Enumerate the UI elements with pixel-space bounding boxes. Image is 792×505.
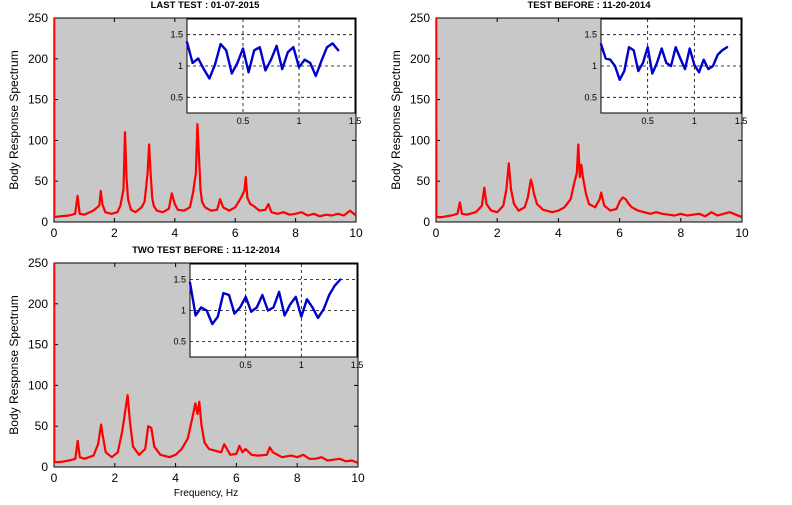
x-tick-label: 8 bbox=[677, 226, 684, 240]
y-tick-label: 0 bbox=[41, 215, 48, 229]
x-tick-label: 8 bbox=[294, 471, 301, 485]
inset-y-tick-label: 1.5 bbox=[170, 30, 183, 40]
inset-x-tick-label: 0.5 bbox=[237, 116, 250, 126]
x-tick-label: 2 bbox=[111, 226, 118, 240]
chart-panel-1: LAST TEST : 01-07-2015 Body Response Spec… bbox=[7, 0, 363, 240]
y-tick-label: 50 bbox=[35, 419, 49, 433]
inset-y-tick-label: 1 bbox=[592, 61, 597, 71]
inset-line bbox=[188, 278, 342, 326]
x-tick-label: 6 bbox=[616, 226, 623, 240]
x-tick-label: 6 bbox=[233, 471, 240, 485]
inset-y-tick-label: 0.5 bbox=[170, 92, 183, 102]
y-tick-label: 100 bbox=[28, 378, 48, 392]
inset-line bbox=[185, 41, 340, 80]
inset-x-tick-label: 0.5 bbox=[641, 116, 654, 126]
y-tick-label: 0 bbox=[423, 215, 430, 229]
inset-x-tick-label: 1 bbox=[299, 360, 304, 370]
x-tick-label: 10 bbox=[351, 471, 365, 485]
inset-y-tick-label: 1.5 bbox=[584, 30, 597, 40]
spectrum-line bbox=[54, 263, 358, 464]
y-axis-label: Body Response Spectrum bbox=[389, 50, 403, 189]
inset-chart: 0.5 1 1.5 0.5 1 1.5 bbox=[170, 18, 362, 126]
inset-line bbox=[599, 42, 729, 82]
x-tick-label: 0 bbox=[51, 226, 58, 240]
y-tick-label: 50 bbox=[417, 174, 431, 188]
y-tick-label: 200 bbox=[410, 52, 430, 66]
inset-y-tick-label: 1.5 bbox=[173, 275, 186, 285]
y-axis-label: Body Response Spectrum bbox=[7, 50, 21, 189]
x-tick-label: 10 bbox=[735, 226, 749, 240]
x-tick-label: 4 bbox=[172, 471, 179, 485]
y-tick-label: 50 bbox=[35, 174, 49, 188]
chart-title: TEST BEFORE : 11-20-2014 bbox=[527, 0, 651, 11]
inset-x-tick-label: 1.5 bbox=[735, 116, 748, 126]
inset-y-tick-label: 0.5 bbox=[173, 337, 186, 347]
inset-y-tick-label: 1 bbox=[178, 61, 183, 71]
inset-y-tick-label: 1 bbox=[181, 306, 186, 316]
x-tick-label: 4 bbox=[555, 226, 562, 240]
x-tick-label: 4 bbox=[171, 226, 178, 240]
y-tick-label: 200 bbox=[28, 297, 48, 311]
inset-x-tick-label: 1 bbox=[692, 116, 697, 126]
y-tick-label: 250 bbox=[28, 256, 48, 270]
inset-chart: 0.5 1 1.5 0.5 1 1.5 bbox=[173, 263, 364, 370]
y-tick-label: 250 bbox=[28, 11, 48, 25]
spectrum-line bbox=[436, 18, 742, 219]
chart-title: TWO TEST BEFORE : 11-12-2014 bbox=[132, 245, 281, 256]
x-tick-label: 2 bbox=[494, 226, 501, 240]
y-tick-label: 200 bbox=[28, 52, 48, 66]
spectrum-line bbox=[54, 18, 356, 219]
y-tick-label: 150 bbox=[28, 338, 48, 352]
x-tick-label: 2 bbox=[111, 471, 118, 485]
y-tick-label: 150 bbox=[28, 93, 48, 107]
inset-chart: 0.5 1 1.5 0.5 1 1.5 bbox=[584, 18, 748, 126]
x-tick-label: 6 bbox=[232, 226, 239, 240]
x-tick-label: 0 bbox=[51, 471, 58, 485]
x-tick-label: 10 bbox=[349, 226, 363, 240]
y-tick-label: 150 bbox=[410, 93, 430, 107]
x-tick-label: 0 bbox=[433, 226, 440, 240]
y-tick-label: 100 bbox=[410, 133, 430, 147]
x-tick-label: 8 bbox=[292, 226, 299, 240]
inset-x-tick-label: 1 bbox=[296, 116, 301, 126]
chart-panel-3: TWO TEST BEFORE : 11-12-2014 Body Respons… bbox=[7, 245, 365, 499]
inset-x-tick-label: 1.5 bbox=[349, 116, 362, 126]
y-tick-label: 250 bbox=[410, 11, 430, 25]
y-tick-label: 100 bbox=[28, 133, 48, 147]
inset-y-tick-label: 0.5 bbox=[584, 92, 597, 102]
inset-x-tick-label: 0.5 bbox=[239, 360, 252, 370]
chart-title: LAST TEST : 01-07-2015 bbox=[151, 0, 260, 11]
y-axis-label: Body Response Spectrum bbox=[7, 295, 21, 434]
y-tick-label: 0 bbox=[41, 460, 48, 474]
inset-x-tick-label: 1.5 bbox=[351, 360, 364, 370]
x-axis-label: Frequency, Hz bbox=[174, 488, 238, 499]
chart-panel-2: TEST BEFORE : 11-20-2014 Body Response Sp… bbox=[389, 0, 749, 240]
